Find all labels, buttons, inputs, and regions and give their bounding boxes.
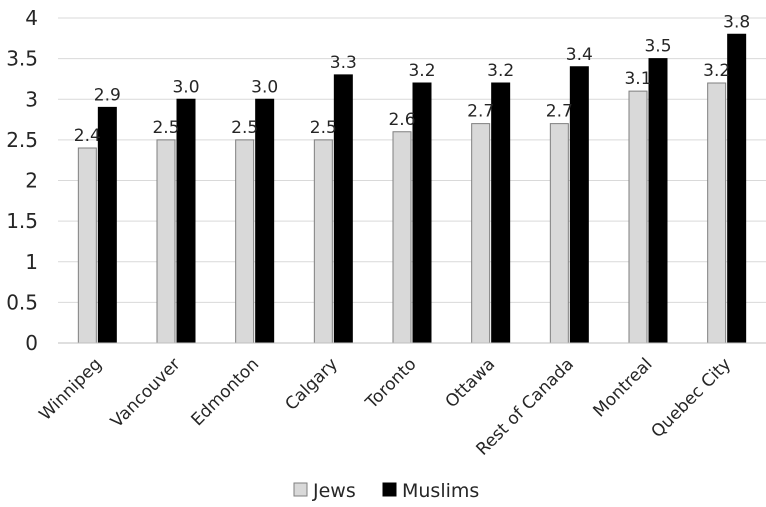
data-label-muslims: 3.0 (172, 77, 199, 97)
y-axis-tick-labels: 0 0.5 1 1.5 2 2.5 3 3.5 4 (6, 6, 38, 355)
bar-jews-rest-of-canada (549, 123, 569, 344)
x-category-label: Quebec City (648, 354, 736, 442)
bar-jews-montreal (628, 90, 648, 344)
bar-muslims-quebec-city (727, 33, 747, 344)
bar-muslims-vancouver (176, 98, 196, 344)
y-tick-label: 2.5 (6, 128, 38, 152)
y-tick-label: 0 (25, 331, 38, 355)
data-label-jews: 3.2 (703, 61, 730, 81)
data-label-jews: 2.7 (546, 102, 573, 122)
legend-swatch-muslims (382, 482, 397, 497)
data-label-muslims: 3.8 (723, 12, 750, 32)
data-label-jews: 2.6 (388, 110, 415, 130)
bar-muslims-winnipeg (97, 106, 117, 344)
bar-jews-winnipeg (77, 147, 97, 344)
x-category-label: Edmonton (187, 354, 263, 430)
bar-muslims-toronto (412, 82, 432, 344)
legend-label-jews: Jews (312, 480, 356, 502)
y-tick-label: 4 (25, 6, 38, 30)
bar-jews-ottawa (471, 123, 491, 344)
data-label-muslims: 3.2 (408, 61, 435, 81)
data-label-muslims: 2.9 (94, 85, 121, 105)
data-label-muslims: 3.5 (644, 37, 671, 57)
x-axis-category-labels: Winnipeg Vancouver Edmonton Calgary Toronto O… (36, 354, 736, 459)
x-category-label: Ottawa (442, 354, 500, 412)
data-label-jews: 2.5 (310, 118, 337, 138)
bar-jews-toronto (392, 131, 412, 344)
data-labels: 2.4 2.9 2.5 3.0 2.5 3.0 2.5 3.3 2.6 3.2 2.7 3.2 2.7 3… (74, 12, 750, 146)
y-tick-label: 2 (25, 169, 38, 193)
y-tick-label: 3 (25, 87, 38, 111)
data-label-muslims: 3.3 (330, 53, 357, 73)
data-label-muslims: 3.0 (251, 77, 278, 97)
data-label-jews: 2.5 (152, 118, 179, 138)
x-category-label: Vancouver (107, 354, 184, 431)
y-tick-label: 0.5 (6, 290, 38, 314)
bar-muslims-montreal (648, 58, 668, 344)
y-tick-label: 1 (25, 250, 38, 274)
x-category-label: Toronto (361, 354, 420, 413)
bar-jews-edmonton (235, 139, 255, 344)
data-label-jews: 2.5 (231, 118, 258, 138)
bar-muslims-rest-of-canada (569, 66, 589, 344)
legend: Jews Muslims (293, 480, 479, 502)
bar-jews-calgary (313, 139, 333, 344)
x-category-label: Montreal (590, 354, 657, 421)
data-label-jews: 3.1 (624, 69, 651, 89)
bar-muslims-edmonton (255, 98, 275, 344)
gridlines (58, 17, 766, 303)
data-label-muslims: 3.2 (487, 61, 514, 81)
bar-muslims-calgary (333, 74, 353, 344)
bar-muslims-ottawa (491, 82, 511, 344)
data-label-jews: 2.4 (74, 126, 101, 146)
bar-jews-vancouver (156, 139, 176, 344)
legend-swatch-jews (293, 482, 308, 497)
bar-jews-quebec-city (707, 82, 727, 344)
x-category-label: Winnipeg (36, 354, 106, 424)
data-label-jews: 2.7 (467, 102, 494, 122)
y-tick-label: 3.5 (6, 47, 38, 71)
data-label-muslims: 3.4 (566, 45, 593, 65)
y-tick-label: 1.5 (6, 209, 38, 233)
x-category-label: Calgary (282, 354, 342, 414)
legend-label-muslims: Muslims (402, 480, 479, 502)
